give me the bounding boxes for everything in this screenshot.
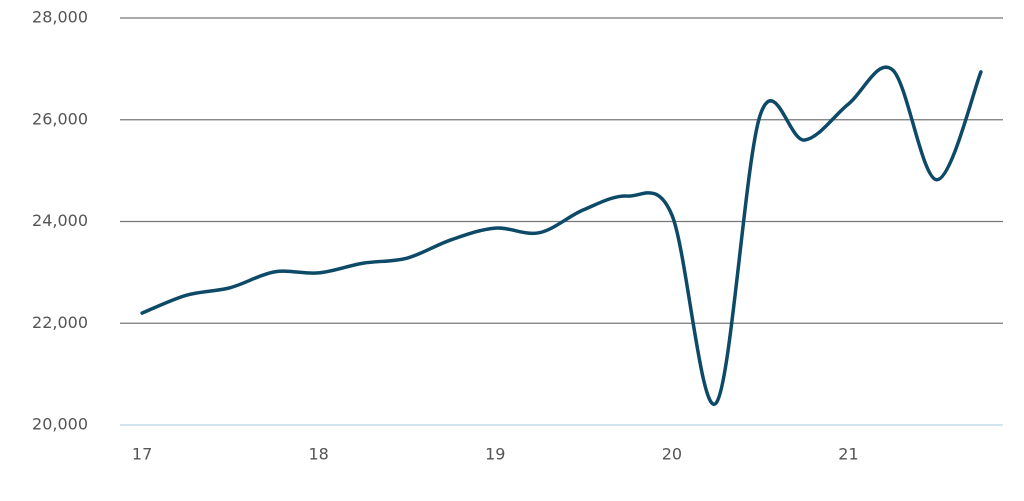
line-series [140, 65, 983, 406]
x-tick-label: 19 [485, 445, 505, 464]
x-tick-label: 17 [132, 445, 152, 464]
x-tick-label: 21 [838, 445, 858, 464]
y-tick-label: 26,000 [32, 109, 88, 128]
y-tick-label: 24,000 [32, 211, 88, 230]
y-tick-label: 28,000 [32, 8, 88, 27]
x-tick-label: 18 [308, 445, 328, 464]
x-tick-label: 20 [662, 445, 682, 464]
y-tick-label: 22,000 [32, 313, 88, 332]
y-tick-label: 20,000 [32, 415, 88, 434]
